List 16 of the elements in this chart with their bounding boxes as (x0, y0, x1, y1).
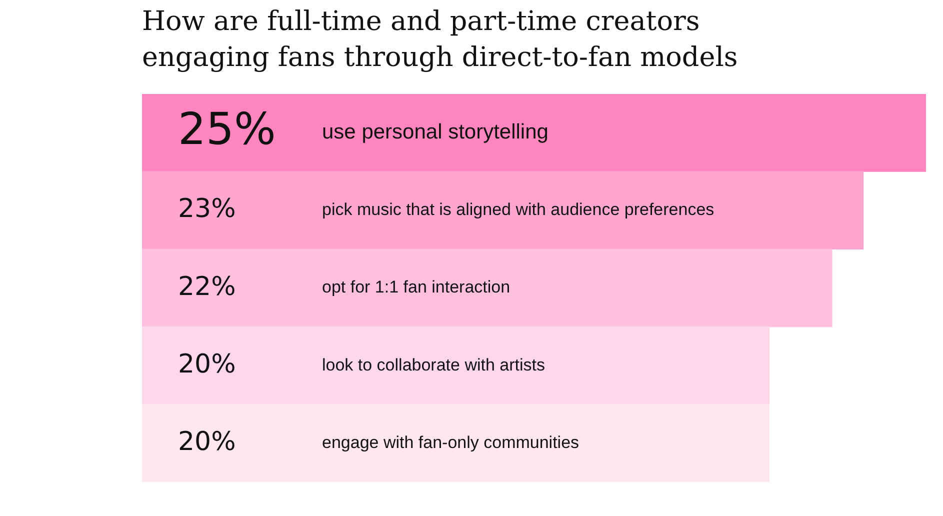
bar (142, 171, 864, 250)
data-label: 25% (178, 104, 276, 156)
y-tick-label: pick music that is aligned with audience preferences (322, 200, 714, 220)
y-tick-label: use personal storytelling (322, 120, 548, 144)
bar (142, 326, 770, 405)
bar (142, 248, 832, 328)
bar (142, 94, 926, 172)
y-tick-label: engage with fan-only communities (322, 432, 580, 452)
data-label: 23% (178, 194, 236, 224)
y-tick-label: opt for 1:1 fan interaction (322, 278, 510, 297)
data-label: 20% (178, 426, 236, 457)
data-label: 22% (178, 272, 236, 302)
y-tick-label: look to collaborate with artists (322, 355, 545, 374)
bar (142, 404, 770, 482)
data-label: 20% (178, 349, 236, 380)
chart-title: How are full-time and part-time creators engaging fans through direct-to-fan models (142, 5, 739, 75)
